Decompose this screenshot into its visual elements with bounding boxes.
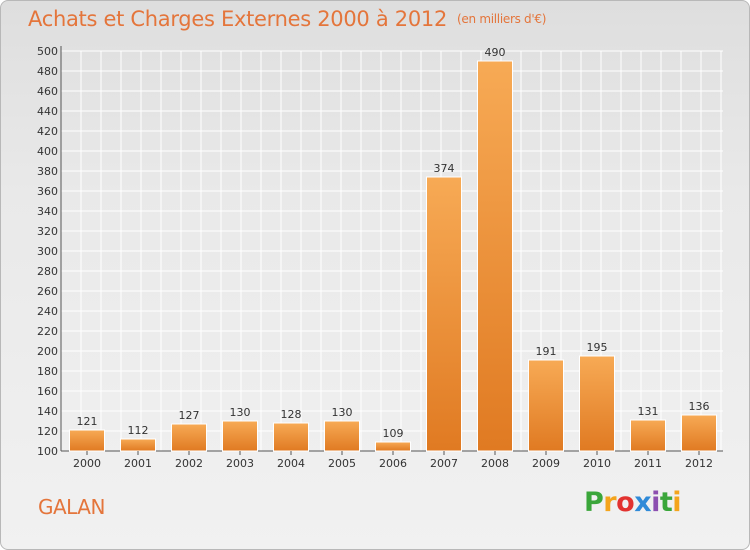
bar-2004 [273,422,309,452]
data-label: 121 [77,415,98,428]
x-tick-label: 2004 [277,457,305,470]
bar-2012 [681,414,717,452]
y-tick-label: 220 [37,325,58,338]
data-label: 128 [281,408,302,421]
x-tick-label: 2010 [583,457,611,470]
data-label: 191 [536,345,557,358]
y-tick-label: 420 [37,125,58,138]
x-tick-label: 2011 [634,457,662,470]
y-tick-label: 300 [37,245,58,258]
data-label: 195 [587,341,608,354]
bar-2005 [324,420,360,452]
data-label: 130 [332,406,353,419]
y-tick-label: 400 [37,145,58,158]
data-label: 490 [485,46,506,59]
bar-2002 [171,423,207,452]
y-tick-label: 340 [37,205,58,218]
x-tick-label: 2006 [379,457,407,470]
data-label: 374 [434,162,455,175]
data-label: 130 [230,406,251,419]
bar-2008 [477,60,513,452]
bar-2010 [579,355,615,452]
y-tick-label: 200 [37,345,58,358]
chart-unit: (en milliers d'€) [457,12,547,26]
chart-title-text: Achats et Charges Externes 2000 à 2012 [28,7,448,31]
data-label: 109 [383,427,404,440]
data-label: 112 [128,424,149,437]
x-tick-label: 2008 [481,457,509,470]
y-tick-label: 360 [37,185,58,198]
y-tick-label: 480 [37,65,58,78]
y-tick-label: 160 [37,385,58,398]
data-label: 136 [689,400,710,413]
y-tick-label: 500 [37,45,58,58]
bar-2007 [426,176,462,452]
data-label: 131 [638,405,659,418]
x-tick-label: 2012 [685,457,713,470]
bar-2001 [120,438,156,452]
proxiti-logo: Proxiti [584,487,682,518]
y-tick-label: 280 [37,265,58,278]
y-tick-label: 260 [37,285,58,298]
x-tick-label: 2007 [430,457,458,470]
y-tick-label: 240 [37,305,58,318]
y-tick-label: 380 [37,165,58,178]
chart-title: Achats et Charges Externes 2000 à 2012 (e… [28,7,546,31]
bar-2009 [528,359,564,452]
x-tick-label: 2002 [175,457,203,470]
y-tick-label: 100 [37,445,58,458]
bar-2003 [222,420,258,452]
x-tick-label: 2003 [226,457,254,470]
commune-name: GALAN [38,495,105,519]
y-tick-label: 460 [37,85,58,98]
x-tick-label: 2001 [124,457,152,470]
x-tick-label: 2005 [328,457,356,470]
x-tick-label: 2009 [532,457,560,470]
bar-2000 [69,429,105,452]
y-tick-label: 440 [37,105,58,118]
y-tick-label: 180 [37,365,58,378]
data-label: 127 [179,409,200,422]
y-tick-label: 140 [37,405,58,418]
bar-2006 [375,441,411,452]
x-tick-label: 2000 [73,457,101,470]
bar-2011 [630,419,666,452]
y-tick-label: 120 [37,425,58,438]
y-tick-label: 320 [37,225,58,238]
